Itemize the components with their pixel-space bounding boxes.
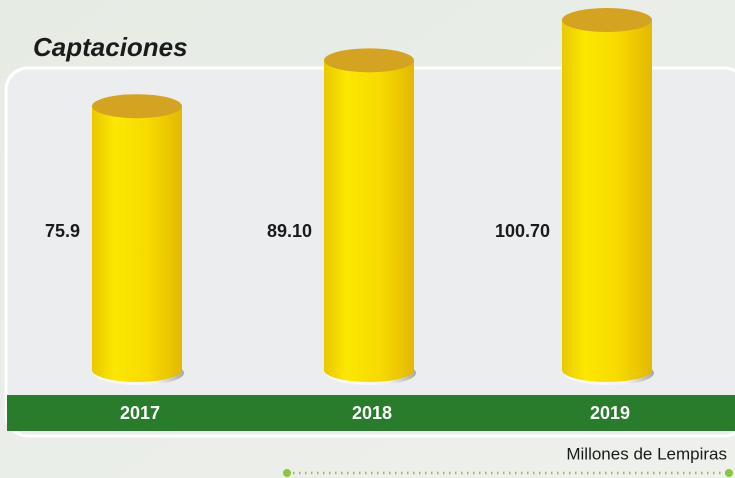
cylinder-top [92,94,182,119]
rule-dot [725,469,733,477]
data-label: 75.9 [45,221,80,241]
x-tick-label: 2019 [590,403,630,423]
rule-dot [283,469,291,477]
bar [92,106,182,382]
bar [562,20,652,382]
cylinder-top [324,48,414,73]
x-tick-label: 2017 [120,403,160,423]
note: Millones de Lempiras [566,444,727,463]
data-label: 100.70 [495,221,550,241]
chart-title: Captaciones [33,32,188,62]
cylinder-top [562,8,652,32]
data-label: 89.10 [267,221,312,241]
x-tick-label: 2018 [352,403,392,423]
bar [324,60,414,382]
category-band [7,395,735,431]
